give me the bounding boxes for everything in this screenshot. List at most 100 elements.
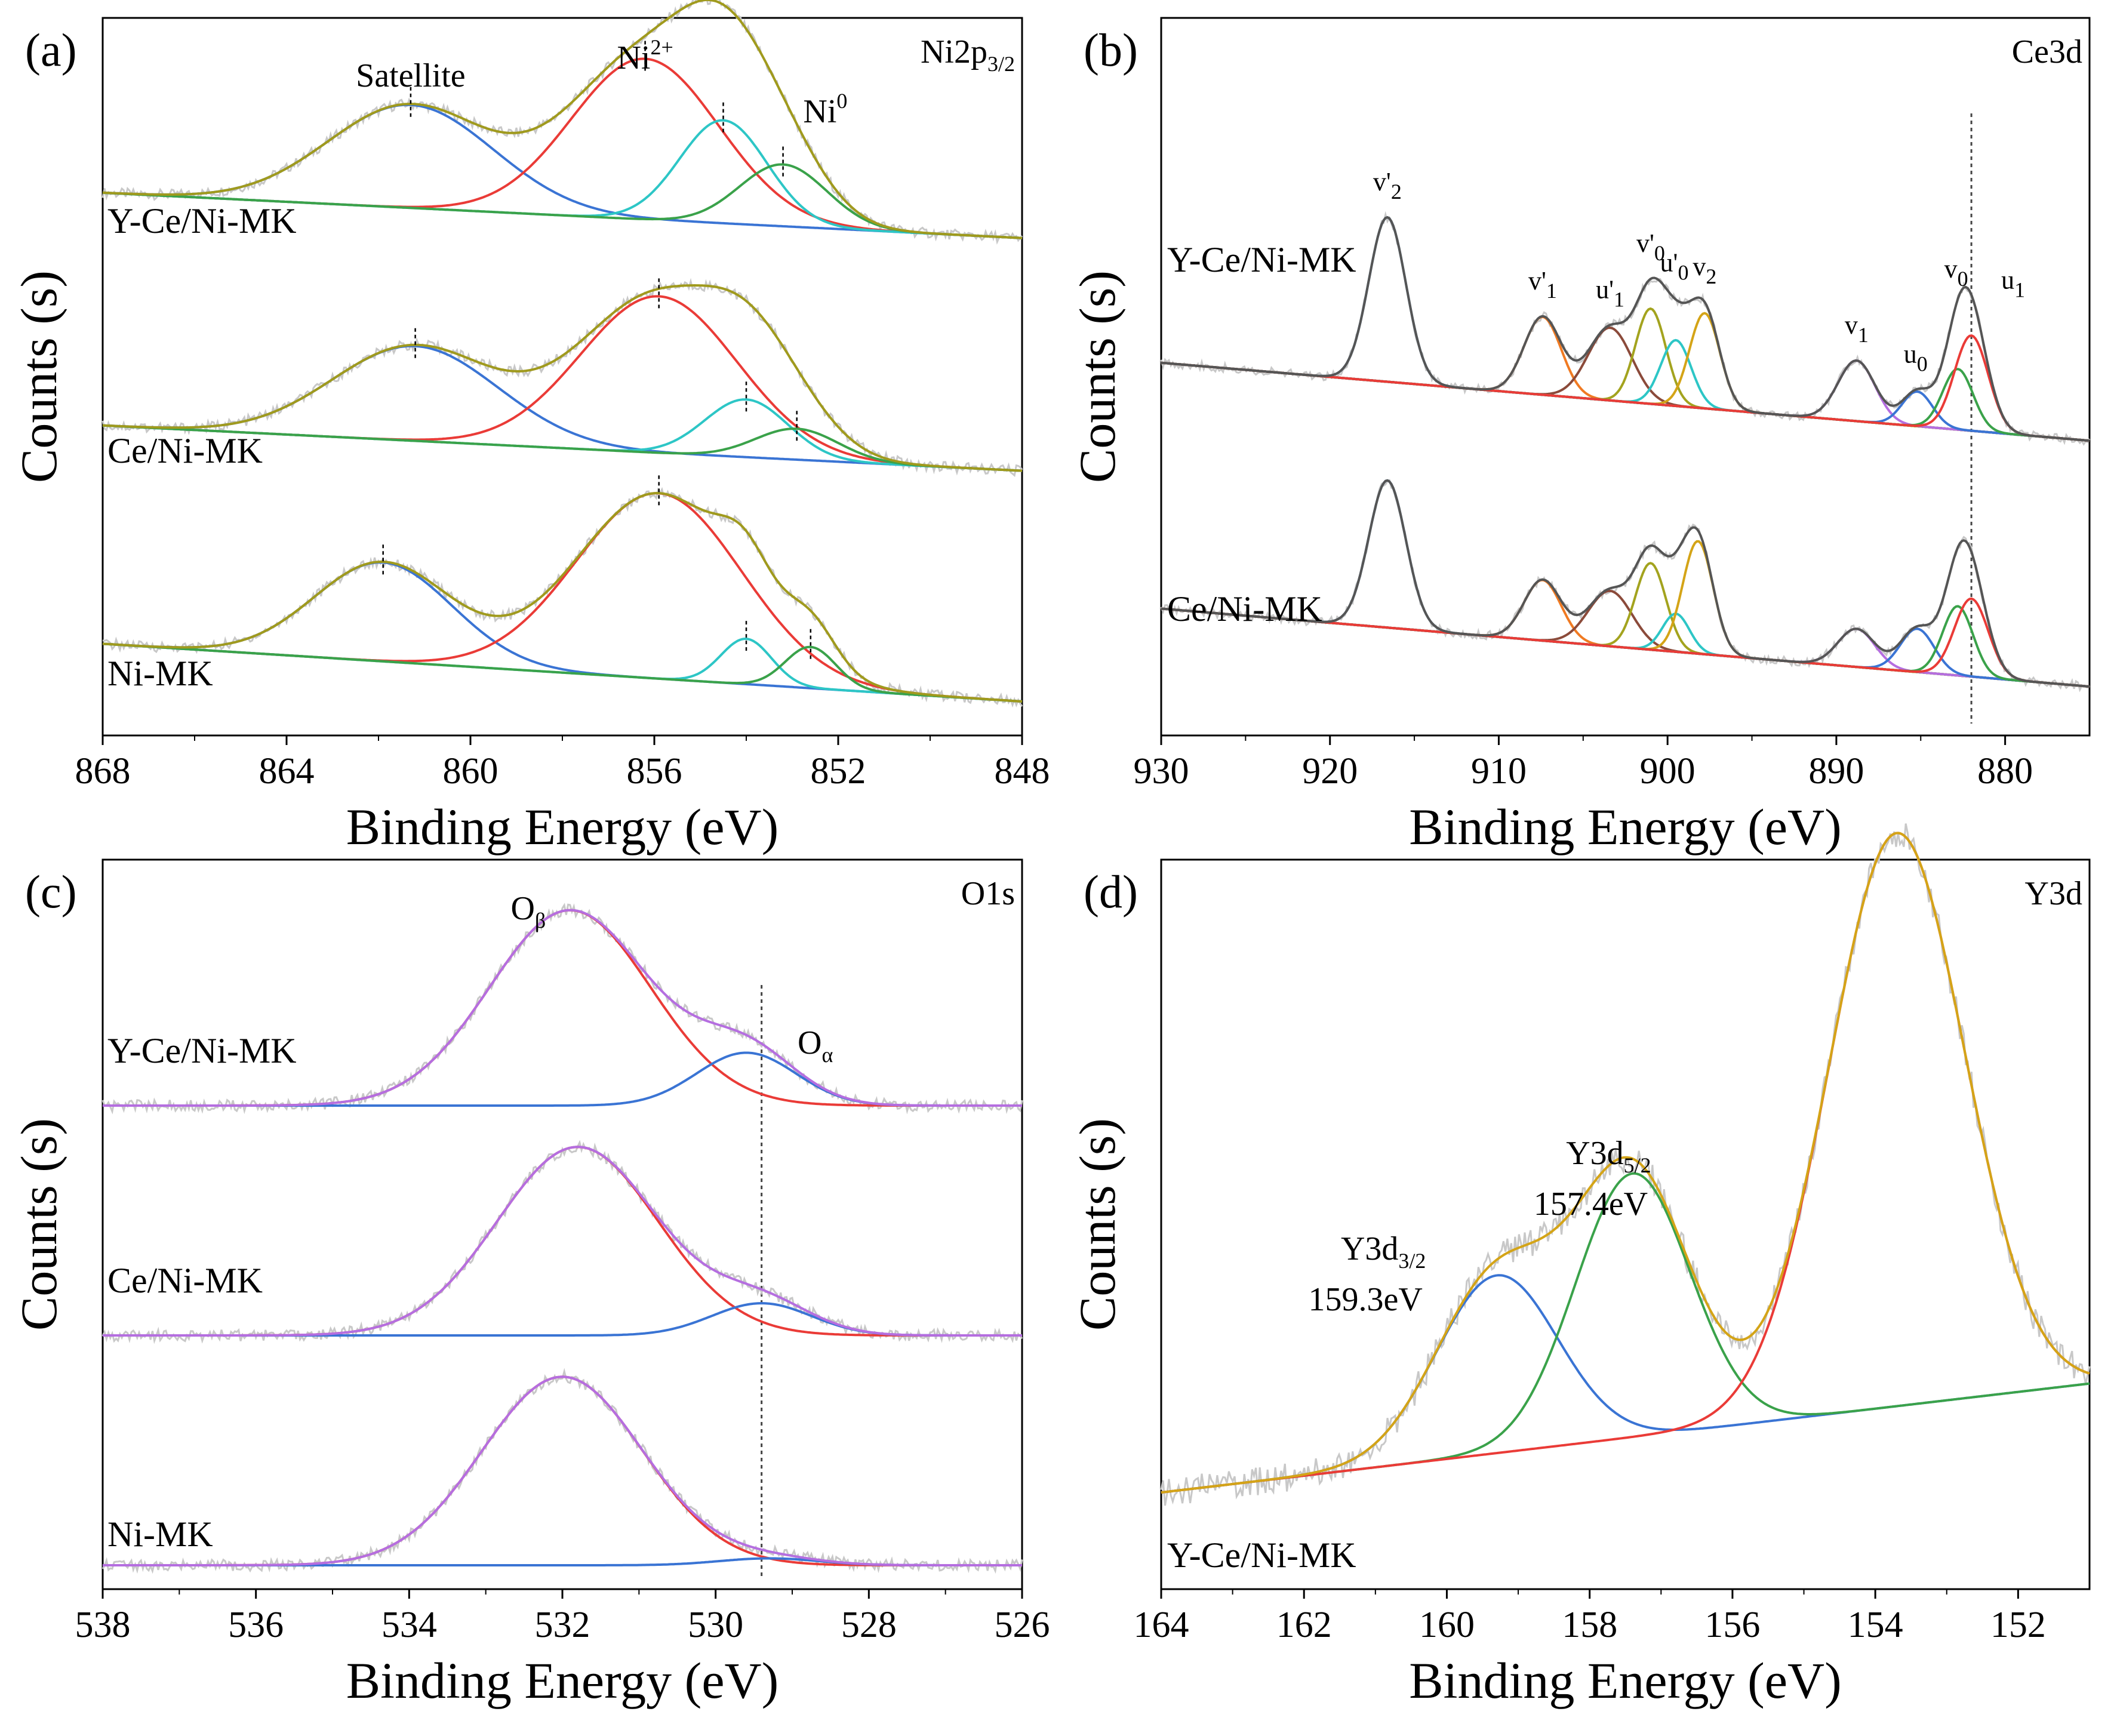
fit-envelope: [1161, 216, 2090, 442]
element-label: Ce3d: [2012, 33, 2082, 70]
annotation-label: u'1: [1596, 275, 1624, 311]
fit-envelope: [102, 284, 1023, 472]
peak-annotations: Y3d3/2 159.3eV Y3d5/2 157.4eV: [1309, 1135, 1651, 1318]
sample-ce-ni-mk: Ce/Ni-MK: [101, 1140, 1023, 1344]
element-label: Ni2p3/2: [921, 33, 1015, 76]
x-tick-label: 160: [1419, 1605, 1475, 1645]
fit-envelope: [1161, 479, 2090, 688]
annotation-label: v2: [1693, 252, 1716, 288]
x-tick-label: 536: [228, 1605, 284, 1645]
annotation-label: Oβ: [510, 890, 546, 932]
fit-component-ni0: [102, 163, 1023, 239]
x-tick-label: 158: [1562, 1605, 1617, 1645]
raw-spectrum: [101, 0, 1023, 245]
annotation-label: Y3d3/2: [1341, 1230, 1426, 1273]
x-tick-label: 848: [995, 751, 1050, 792]
sample-y-ce-ni-mk: Y-Ce/Ni-MK: [1160, 823, 2091, 1575]
panel-a: 868 864 860 856 852 848 Binding Energy (eV) Cou…: [10, 0, 1050, 855]
raw-spectrum: [102, 487, 1023, 708]
x-tick-label: 868: [75, 751, 131, 792]
x-tick-label: 528: [841, 1605, 897, 1645]
x-tick-label: 156: [1704, 1605, 1760, 1645]
y-axis-label: Counts (s): [1069, 1118, 1126, 1331]
x-tick-label: 538: [75, 1605, 131, 1645]
peak-annotations: v'2 v'1 u'1 v'0u'0 v2 v1 u0 v0 u1: [1373, 167, 2025, 376]
panel-b: 930 920 910 900 890 880 Binding Energy (eV) Cou…: [1069, 17, 2091, 855]
y-axis-label: Counts (s): [10, 1118, 67, 1331]
fit-envelope: [102, 0, 1023, 239]
panel-label: (a): [25, 24, 77, 76]
x-tick-label: 152: [1990, 1605, 2046, 1645]
sample-label: Ni-MK: [107, 1515, 213, 1554]
x-tick-label: 154: [1848, 1605, 1903, 1645]
x-tick-label: 532: [535, 1605, 590, 1645]
fit-envelope: [103, 1146, 1022, 1337]
raw-spectrum: [101, 903, 1023, 1115]
element-label: O1s: [961, 875, 1015, 912]
x-axis-label: Binding Energy (eV): [346, 798, 779, 855]
annotation-label: v0: [1944, 254, 1968, 291]
fit-component-satellite: [102, 561, 1023, 703]
x-tick-label: 164: [1134, 1605, 1189, 1645]
x-axis-label: Binding Energy (eV): [1409, 1652, 1842, 1709]
x-tick-label: 526: [995, 1605, 1050, 1645]
x-axis-label: Binding Energy (eV): [1409, 798, 1842, 855]
sample-y-ce-ni-mk: Y-Ce/Ni-MK: [101, 0, 1023, 245]
fit-component-o-: [103, 1146, 1022, 1337]
fit-envelope: [103, 909, 1022, 1107]
annotation-label: Oα: [798, 1024, 833, 1067]
peak-annotations: Satellite Ni2+ Ni0: [356, 35, 847, 130]
annotation-value: 159.3eV: [1309, 1281, 1423, 1318]
x-tick-label: 920: [1302, 751, 1358, 792]
y-axis-label: Counts (s): [1069, 270, 1126, 483]
raw-spectrum: [101, 1368, 1023, 1574]
x-tick-label: 864: [259, 751, 315, 792]
fit-component-o-: [103, 1302, 1022, 1337]
sample-ni-mk: Ni-MK: [101, 1368, 1023, 1574]
raw-spectrum: [1160, 479, 2090, 692]
x-tick-label: 900: [1640, 751, 1695, 792]
y-axis-label: Counts (s): [10, 270, 67, 483]
sample-label: Ce/Ni-MK: [1167, 589, 1322, 629]
sample-y-ce-ni-mk: Y-Ce/Ni-MK: [101, 903, 1023, 1115]
x-tick-label: 860: [443, 751, 499, 792]
raw-spectrum: [101, 1140, 1023, 1344]
fit-envelope: [1161, 832, 2090, 1494]
fit-component-y3d3-2: [1161, 1274, 2090, 1494]
sample-ce-ni-mk: Ce/Ni-MK: [1160, 479, 2090, 692]
panel-d: 164 162 160 158 156 154 152 Binding Energy (eV)…: [1069, 823, 2091, 1709]
fit-envelope: [102, 492, 1023, 703]
annotation-label: v'0: [1636, 229, 1665, 265]
x-tick-label: 880: [1977, 751, 2033, 792]
annotation-label: u'0: [1660, 248, 1689, 284]
panel-label: (c): [25, 866, 77, 918]
plot-frame: [1160, 858, 2091, 1590]
x-tick-label: 930: [1134, 751, 1189, 792]
sample-label: Ce/Ni-MK: [107, 431, 263, 470]
x-axis-ticks: 930 920 910 900 890 880: [1134, 735, 2033, 792]
x-tick-label: 530: [688, 1605, 743, 1645]
x-axis-ticks: 538 536 534 532 530 528 526: [75, 1589, 1050, 1645]
sample-label: Y-Ce/Ni-MK: [107, 1031, 297, 1070]
x-axis-ticks: 868 864 860 856 852 848: [75, 735, 1050, 792]
sample-label: Ni-MK: [107, 654, 213, 693]
sample-y-ce-ni-mk: Y-Ce/Ni-MK: [1160, 211, 2091, 446]
x-tick-label: 910: [1471, 751, 1527, 792]
fit-envelope: [103, 1375, 1022, 1566]
annotation-label: u1: [2001, 266, 2025, 302]
peak-annotations: Oβ Oα: [510, 890, 833, 1067]
x-axis-ticks: 164 162 160 158 156 154 152: [1134, 1589, 2046, 1645]
annotation-label: v1: [1845, 310, 1869, 347]
sample-ni-mk: Ni-MK: [102, 475, 1023, 708]
annotation-value: 157.4eV: [1534, 1186, 1648, 1223]
panel-label: (d): [1084, 866, 1138, 918]
annotation-label: Ni2+: [617, 35, 673, 76]
sample-ce-ni-mk: Ce/Ni-MK: [101, 278, 1023, 478]
panel-c: 538 536 534 532 530 528 526 Binding Energy (eV)…: [10, 858, 1050, 1709]
plot-frame: [101, 858, 1023, 1590]
element-label: Y3d: [2025, 875, 2082, 912]
fit-component-ni0: [102, 424, 1023, 472]
fit-component-o-: [103, 1375, 1022, 1566]
annotation-label: Satellite: [356, 57, 466, 94]
